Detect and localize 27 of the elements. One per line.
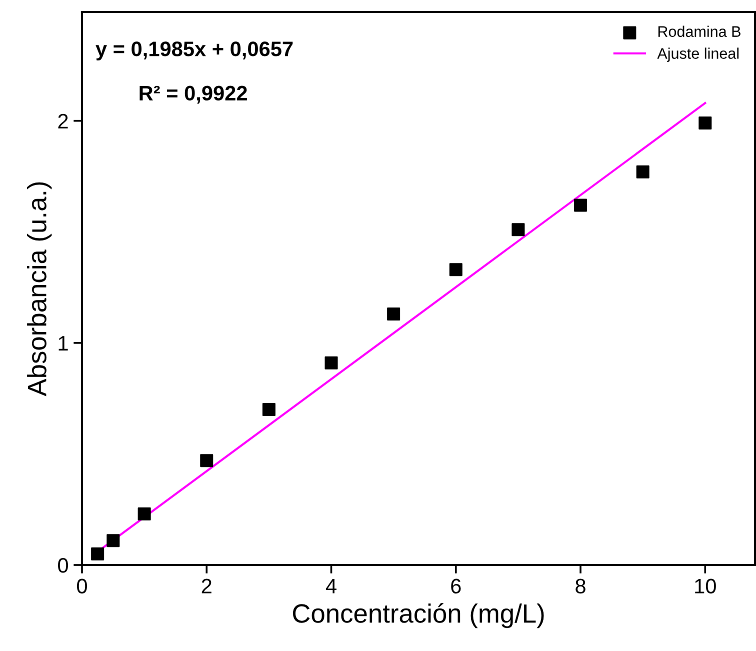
y-axis-title: Absorbancia (u.a.) — [27, 182, 52, 396]
x-tick-label: 10 — [695, 578, 716, 594]
y-tick-label: 0 — [58, 558, 68, 573]
point — [574, 198, 588, 212]
x-tick-label: 4 — [326, 578, 336, 594]
annotation: y = 0,1985x + 0,0657 — [96, 42, 293, 60]
legend-label: Rodamina B — [658, 26, 740, 37]
x-tick-label: 8 — [576, 578, 586, 594]
y-tick-label: 1 — [58, 336, 68, 350]
point — [324, 356, 338, 370]
point — [387, 308, 400, 321]
x-tick-label: 6 — [451, 578, 461, 594]
legend-label: Ajuste lineal — [657, 48, 739, 62]
point — [698, 116, 712, 130]
point — [91, 547, 104, 560]
x-tick-label: 0 — [77, 578, 87, 594]
point — [138, 507, 151, 520]
point — [106, 534, 120, 548]
point — [262, 403, 276, 416]
point — [512, 223, 525, 236]
point — [636, 165, 650, 178]
y-tick-label: 2 — [58, 114, 68, 128]
annotation: R² = 0,9922 — [140, 86, 247, 104]
point — [449, 263, 462, 276]
point — [200, 454, 214, 468]
x-tick-label: 2 — [202, 578, 212, 594]
x-axis-title: Concentración (mg/L) — [292, 603, 544, 628]
